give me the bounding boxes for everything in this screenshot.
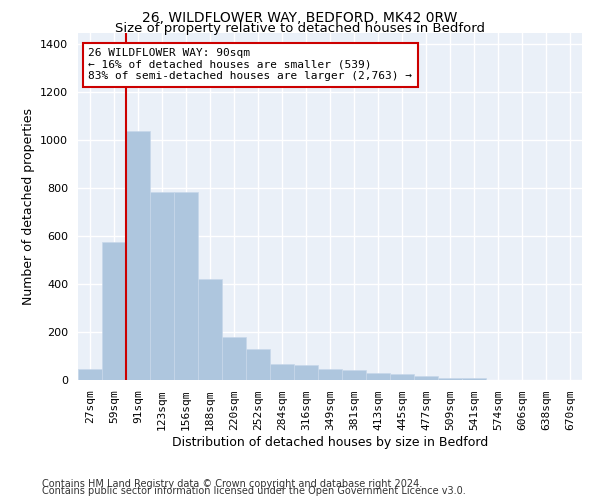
Bar [78, 368, 102, 380]
Bar [366, 374, 390, 380]
Bar [150, 192, 174, 380]
Text: Size of property relative to detached houses in Bedford: Size of property relative to detached ho… [115, 22, 485, 35]
Bar [390, 374, 414, 380]
Bar [414, 376, 438, 380]
X-axis label: Distribution of detached houses by size in Bedford: Distribution of detached houses by size … [172, 436, 488, 449]
Text: Contains HM Land Registry data © Crown copyright and database right 2024.: Contains HM Land Registry data © Crown c… [42, 479, 422, 489]
Bar [294, 365, 318, 380]
Bar [198, 280, 222, 380]
Bar [126, 131, 150, 380]
Bar [174, 192, 198, 380]
Bar [270, 364, 294, 380]
Bar [246, 350, 270, 380]
Text: 26, WILDFLOWER WAY, BEDFORD, MK42 0RW: 26, WILDFLOWER WAY, BEDFORD, MK42 0RW [142, 11, 458, 25]
Bar [342, 370, 366, 380]
Bar [462, 378, 486, 380]
Text: Contains public sector information licensed under the Open Government Licence v3: Contains public sector information licen… [42, 486, 466, 496]
Text: 26 WILDFLOWER WAY: 90sqm
← 16% of detached houses are smaller (539)
83% of semi-: 26 WILDFLOWER WAY: 90sqm ← 16% of detach… [88, 48, 412, 82]
Bar [438, 378, 462, 380]
Bar [222, 337, 246, 380]
Bar [318, 368, 342, 380]
Bar [102, 242, 126, 380]
Y-axis label: Number of detached properties: Number of detached properties [22, 108, 35, 304]
